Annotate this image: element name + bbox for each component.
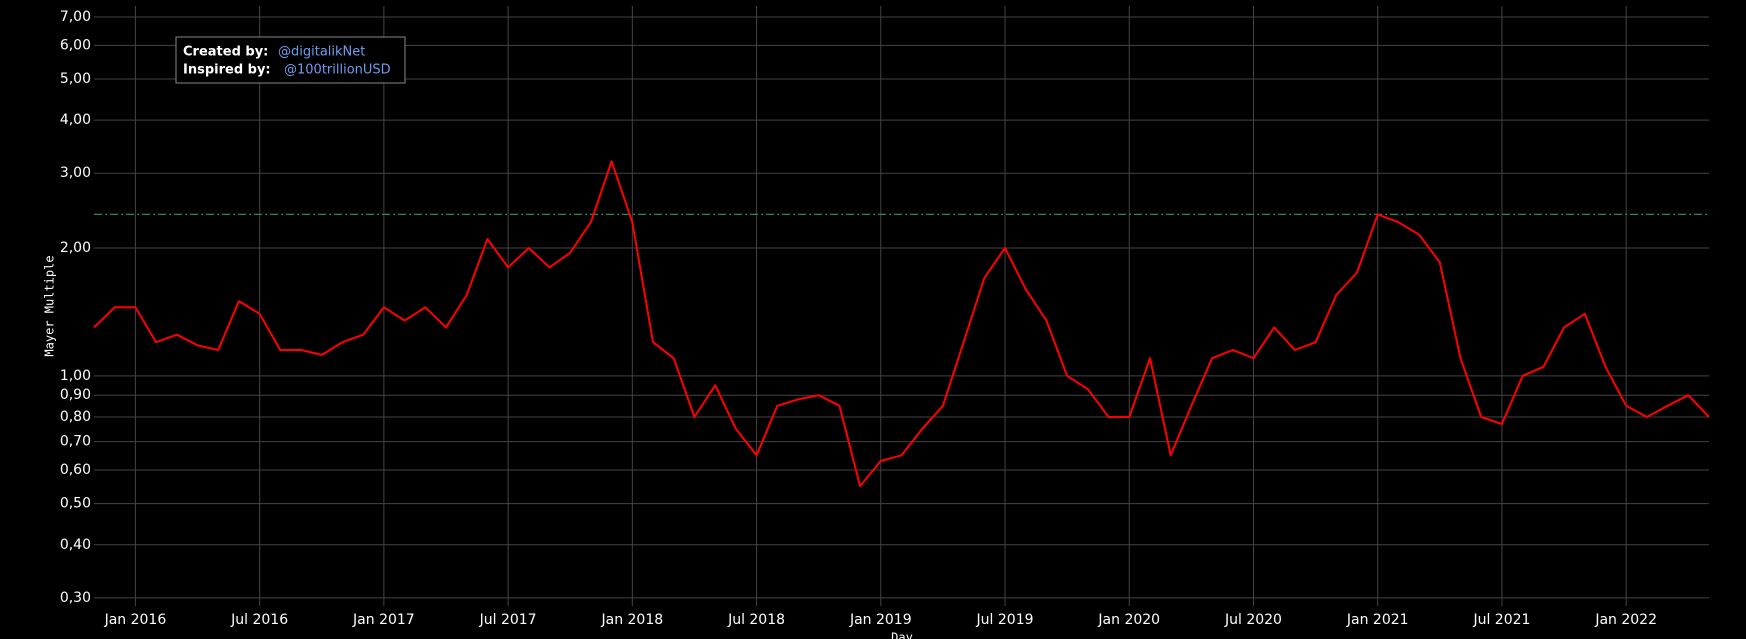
x-tick-label: Jul 2020 <box>1224 612 1282 628</box>
y-tick-label: 0,60 <box>60 462 91 478</box>
y-tick-label: 7,00 <box>60 9 91 25</box>
y-tick-label: 5,00 <box>60 71 91 87</box>
y-tick-label: 4,00 <box>60 112 91 128</box>
y-tick-label: 1,00 <box>60 368 91 384</box>
y-tick-label: 3,00 <box>60 165 91 181</box>
annotation-key: Inspired by: <box>183 63 271 78</box>
x-tick-label: Jul 2019 <box>976 612 1034 628</box>
annotation-link[interactable]: @digitalikNet <box>278 45 365 60</box>
annotation-link[interactable]: @100trillionUSD <box>284 63 391 78</box>
x-tick-label: Jul 2018 <box>727 612 785 628</box>
annotation-box: Created by: @digitalikNet Inspired by: @… <box>175 36 406 84</box>
y-tick-label: 0,50 <box>60 496 91 512</box>
y-tick-label: 0,30 <box>60 590 91 606</box>
x-tick-label: Jan 2021 <box>1346 612 1409 628</box>
data-line <box>93 160 1710 488</box>
y-tick-label: 2,00 <box>60 240 91 256</box>
y-tick-label: 0,90 <box>60 387 91 403</box>
x-tick-label: Jan 2019 <box>849 612 912 628</box>
annotation-key: Created by: <box>183 45 268 60</box>
x-tick-label: Jul 2016 <box>230 612 288 628</box>
y-tick-label: 6,00 <box>60 37 91 53</box>
y-axis-label: Mayer Multiple <box>43 255 57 356</box>
y-tick-label: 0,80 <box>60 409 91 425</box>
x-axis-label: Day <box>891 631 913 639</box>
x-tick-label: Jan 2016 <box>104 612 167 628</box>
annotation-frame <box>175 36 406 84</box>
x-tick-label: Jan 2017 <box>352 612 415 628</box>
y-tick-label: 0,40 <box>60 537 91 553</box>
x-tick-label: Jul 2021 <box>1472 612 1530 628</box>
x-tick-label: Jul 2017 <box>479 612 537 628</box>
x-tick-label: Jan 2020 <box>1097 612 1160 628</box>
x-tick-label: Jan 2022 <box>1594 612 1657 628</box>
x-tick-label: Jan 2018 <box>600 612 663 628</box>
y-tick-label: 0,70 <box>60 434 91 450</box>
